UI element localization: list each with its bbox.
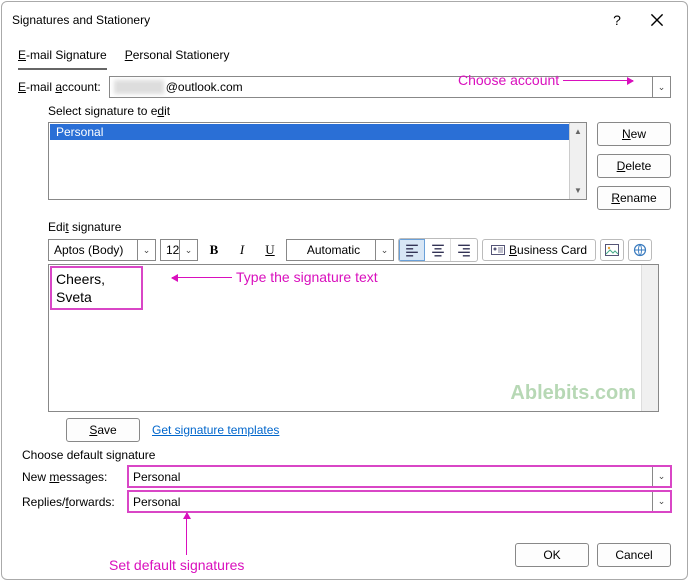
help-button[interactable]: ?: [597, 6, 637, 34]
link-icon: [633, 243, 647, 257]
replies-forwards-select[interactable]: Personal ⌄: [128, 491, 671, 512]
listbox-scrollbar[interactable]: ▲ ▼: [569, 123, 586, 199]
alignment-group: [398, 238, 478, 262]
choose-default-label: Choose default signature: [22, 448, 671, 462]
delete-button[interactable]: Delete: [597, 154, 671, 178]
select-signature-label: Select signature to edit: [48, 104, 671, 118]
align-right-icon: [457, 243, 471, 257]
account-redacted: [114, 80, 164, 94]
align-center-button[interactable]: [425, 239, 451, 261]
align-right-button[interactable]: [451, 239, 477, 261]
chevron-down-icon: ⌄: [652, 492, 670, 511]
dialog-title: Signatures and Stationery: [12, 13, 597, 27]
font-family-select[interactable]: Aptos (Body) ⌄: [48, 239, 156, 261]
signature-text-highlight: Cheers, Sveta: [50, 266, 143, 310]
close-icon: [650, 13, 664, 27]
ok-button[interactable]: OK: [515, 543, 589, 567]
cancel-button[interactable]: Cancel: [597, 543, 671, 567]
annotation-set-defaults-arrow: [186, 513, 187, 555]
scroll-down-icon: ▼: [570, 182, 586, 199]
new-messages-label: New messages:: [22, 470, 122, 484]
edit-signature-label: Edit signature: [48, 220, 671, 234]
insert-link-button[interactable]: [628, 239, 652, 261]
account-suffix: @outlook.com: [166, 80, 243, 94]
get-templates-link[interactable]: Get signature templates: [152, 423, 279, 437]
chevron-down-icon: ⌄: [652, 467, 670, 486]
chevron-down-icon: ⌄: [137, 240, 155, 260]
signature-list-item[interactable]: Personal: [50, 124, 585, 140]
close-button[interactable]: [637, 6, 677, 34]
email-account-label: E-mail account:: [18, 80, 101, 94]
signatures-dialog: Signatures and Stationery ? E-mail Signa…: [1, 1, 688, 580]
new-button[interactable]: New: [597, 122, 671, 146]
watermark-text: Ablebits.com: [510, 382, 636, 405]
bold-button[interactable]: B: [202, 239, 226, 261]
signature-listbox[interactable]: Personal ▲ ▼: [48, 122, 587, 200]
tab-strip: E-mail Signature Personal Stationery: [18, 44, 671, 70]
align-left-button[interactable]: [399, 239, 425, 261]
annotation-set-defaults: Set default signatures: [109, 557, 244, 573]
insert-image-button[interactable]: [600, 239, 624, 261]
signature-line: Sveta: [56, 288, 105, 306]
save-button[interactable]: Save: [66, 418, 140, 442]
chevron-down-icon: ⌄: [652, 77, 670, 97]
business-card-button[interactable]: Business Card: [482, 239, 596, 261]
underline-button[interactable]: U: [258, 239, 282, 261]
scroll-up-icon: ▲: [570, 123, 586, 140]
tab-email-signature[interactable]: E-mail Signature: [18, 44, 107, 70]
rename-button[interactable]: Rename: [597, 186, 671, 210]
titlebar: Signatures and Stationery ?: [2, 2, 687, 38]
new-messages-select[interactable]: Personal ⌄: [128, 466, 671, 487]
replies-forwards-label: Replies/forwards:: [22, 495, 122, 509]
signature-line: Cheers,: [56, 270, 105, 288]
business-card-icon: [491, 243, 505, 257]
align-center-icon: [431, 243, 445, 257]
chevron-down-icon: ⌄: [179, 240, 197, 260]
font-color-select[interactable]: Automatic ⌄: [286, 239, 394, 261]
tab-personal-stationery[interactable]: Personal Stationery: [125, 44, 230, 70]
email-account-select[interactable]: @outlook.com ⌄: [109, 76, 671, 98]
italic-button[interactable]: I: [230, 239, 254, 261]
editor-scrollbar[interactable]: [641, 265, 658, 411]
signature-editor[interactable]: Cheers, Sveta Ablebits.com: [48, 264, 659, 412]
align-left-icon: [405, 243, 419, 257]
editor-toolbar: Aptos (Body) ⌄ 12 ⌄ B I U Automatic ⌄: [48, 238, 671, 262]
chevron-down-icon: ⌄: [375, 240, 393, 260]
font-size-select[interactable]: 12 ⌄: [160, 239, 198, 261]
image-icon: [605, 243, 619, 257]
